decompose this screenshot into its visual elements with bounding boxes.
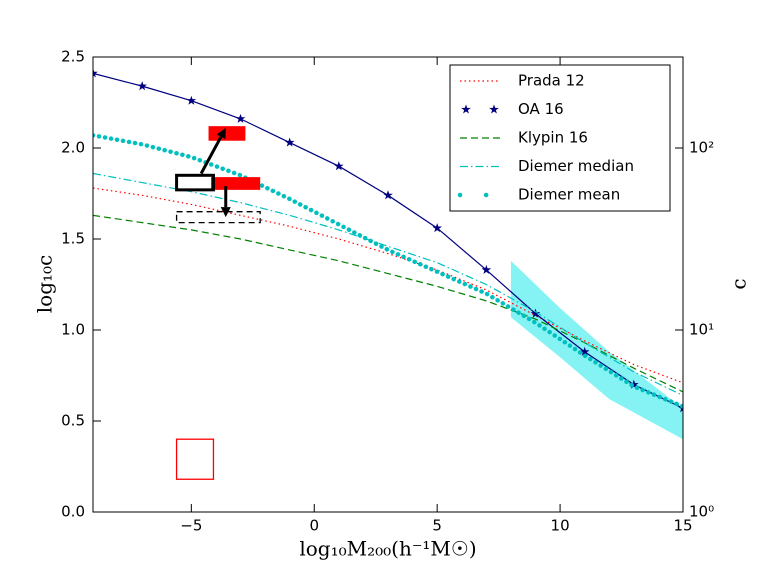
star-marker	[334, 161, 344, 171]
y2-axis-label: c	[727, 278, 751, 289]
star-marker	[530, 308, 541, 318]
annotation-arrow	[199, 136, 223, 175]
star-marker	[481, 264, 492, 274]
annotation-rect	[175, 211, 261, 224]
star-marker	[678, 403, 683, 413]
y2-tick-label: 10¹	[689, 321, 714, 339]
series-line	[93, 187, 683, 384]
star-marker	[137, 81, 147, 91]
star-marker	[186, 95, 197, 105]
legend-marker	[461, 104, 471, 114]
y2-tick-label: 10²	[689, 139, 714, 157]
x-tick-label: 15	[673, 517, 692, 535]
y-tick-label: 2.5	[61, 48, 85, 66]
y-tick-label: 1.5	[61, 230, 85, 248]
y-tick-label: 0.5	[61, 412, 85, 430]
y-tick-label: 0.0	[61, 503, 85, 521]
x-tick-label: 10	[551, 517, 570, 535]
legend-label: Klypin 16	[518, 129, 588, 147]
y2-tick-label: 10⁰	[689, 503, 714, 521]
legend-label: OA 16	[518, 100, 564, 118]
y-tick-label: 2.0	[61, 139, 85, 157]
legend-label: Diemer median	[518, 157, 634, 175]
y-tick-label: 1.0	[61, 321, 85, 339]
star-marker	[629, 379, 639, 389]
series-line	[93, 172, 683, 397]
star-marker	[93, 68, 98, 78]
star-marker	[432, 223, 442, 233]
x-tick-label: 5	[432, 517, 442, 535]
annotation-rect	[211, 177, 261, 190]
star-marker	[284, 137, 295, 147]
series-line	[93, 214, 683, 393]
annotation-rect	[208, 126, 246, 141]
legend-label: Diemer mean	[518, 186, 620, 204]
arrow-head	[220, 207, 231, 218]
arrow-head	[216, 127, 226, 140]
annotation-rect	[175, 438, 215, 480]
star-marker	[579, 346, 590, 356]
legend-marker	[489, 104, 499, 114]
star-marker	[383, 190, 393, 200]
annotation-rect	[175, 173, 215, 192]
x-axis-label: log₁₀M₂₀₀(h⁻¹M☉)	[299, 537, 476, 561]
x-tick-label: −5	[180, 517, 202, 535]
x-tick-label: 0	[309, 517, 319, 535]
star-marker	[235, 113, 246, 123]
legend-label: Prada 12	[518, 72, 585, 90]
series-line	[93, 133, 683, 409]
plot-frame	[92, 56, 684, 513]
y-axis-label: log₁₀c	[33, 255, 57, 313]
plot-area	[93, 68, 683, 480]
